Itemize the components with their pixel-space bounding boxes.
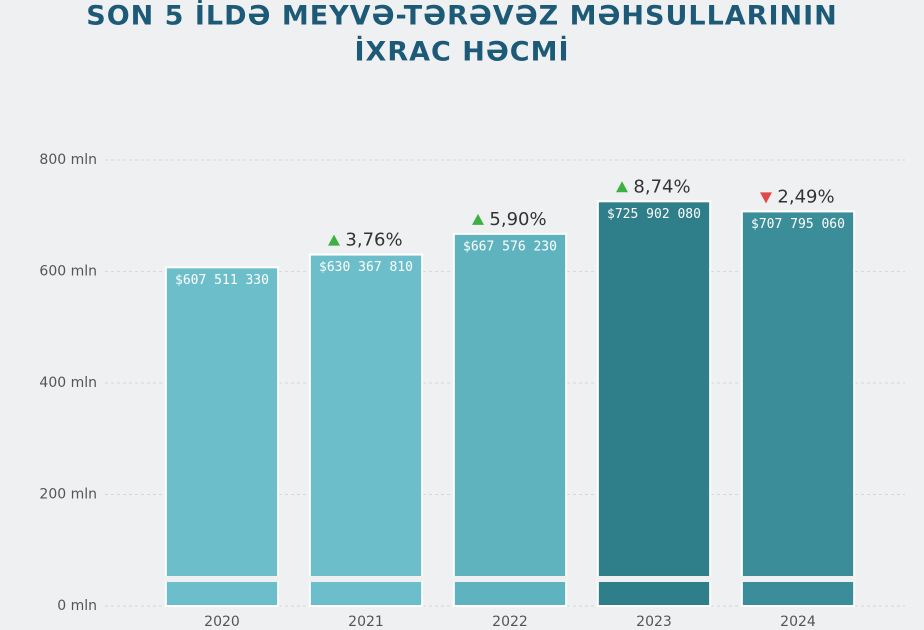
change-label: 8,74% (633, 176, 690, 197)
bar-break (740, 576, 856, 582)
bar-break (164, 576, 280, 582)
x-tick-label: 2020 (204, 614, 240, 630)
value-label: $630 367 810 (319, 260, 413, 275)
y-tick-label: 800 mln (39, 152, 97, 168)
value-label: $607 511 330 (175, 273, 269, 288)
y-tick-label: 600 mln (39, 264, 97, 280)
y-tick-label: 200 mln (39, 487, 97, 503)
bar (740, 210, 856, 607)
value-label: $667 576 230 (463, 239, 557, 254)
chart-title: İXRAC HƏCMİ (354, 36, 569, 68)
down-arrow (760, 192, 772, 204)
chart-title: SON 5 İLDƏ MEYVƏ-TƏRƏVƏZ MƏHSULLARININ (86, 0, 838, 32)
bar-break (308, 576, 424, 582)
change-label: 2,49% (777, 186, 834, 207)
up-arrow (472, 213, 484, 225)
y-tick-label: 400 mln (39, 375, 97, 391)
x-tick-label: 2022 (492, 614, 528, 630)
bar-break (596, 576, 712, 582)
y-tick-label: 0 mln (57, 598, 97, 614)
x-tick-label: 2023 (636, 614, 672, 630)
x-tick-label: 2024 (780, 614, 816, 630)
change-label: 3,76% (345, 230, 402, 251)
bar (596, 200, 712, 607)
bar (452, 232, 568, 607)
bar-break (452, 576, 568, 582)
value-label: $725 902 080 (607, 207, 701, 222)
up-arrow (328, 234, 340, 246)
change-label: 5,90% (489, 209, 546, 230)
bar (308, 253, 424, 607)
bar (164, 266, 280, 607)
up-arrow (616, 181, 628, 193)
x-tick-label: 2021 (348, 614, 384, 630)
value-label: $707 795 060 (751, 217, 845, 232)
